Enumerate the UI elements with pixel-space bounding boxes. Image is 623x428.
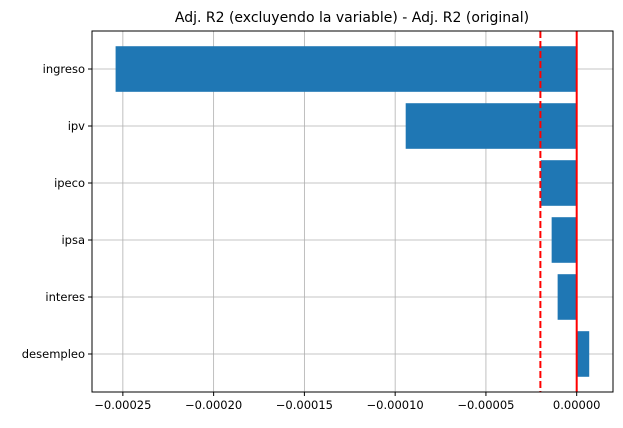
y-tick-label: interes <box>45 290 85 304</box>
x-tick-label: −0.00020 <box>185 398 242 412</box>
bar-ipv <box>405 103 577 149</box>
chart-title: Adj. R2 (excluyendo la variable) - Adj. … <box>175 10 529 26</box>
x-tick-label: −0.00005 <box>457 398 514 412</box>
bar-ipeco <box>540 160 577 206</box>
y-tick-label: ipsa <box>61 233 85 247</box>
bar-ipsa <box>551 217 577 263</box>
y-tick-label: ipv <box>68 119 85 133</box>
y-tick-label: desempleo <box>22 347 85 361</box>
y-tick-label: ipeco <box>54 176 85 190</box>
x-axis: −0.00025 −0.00020 −0.00015 −0.00010 −0.00005… <box>94 392 600 412</box>
x-tick-label: −0.00010 <box>367 398 424 412</box>
reference-lines <box>539 31 578 392</box>
y-axis: ingreso ipv ipeco ipsa interes desempleo <box>22 62 92 361</box>
bars <box>115 46 590 377</box>
bar-interes <box>557 274 577 320</box>
x-tick-label: 0.00000 <box>553 398 601 412</box>
x-tick-label: −0.00025 <box>94 398 151 412</box>
x-tick-label: −0.00015 <box>276 398 333 412</box>
bar-ingreso <box>115 46 577 92</box>
bar-desempleo <box>576 331 590 377</box>
y-tick-label: ingreso <box>43 62 85 76</box>
plot-frame <box>91 30 614 393</box>
